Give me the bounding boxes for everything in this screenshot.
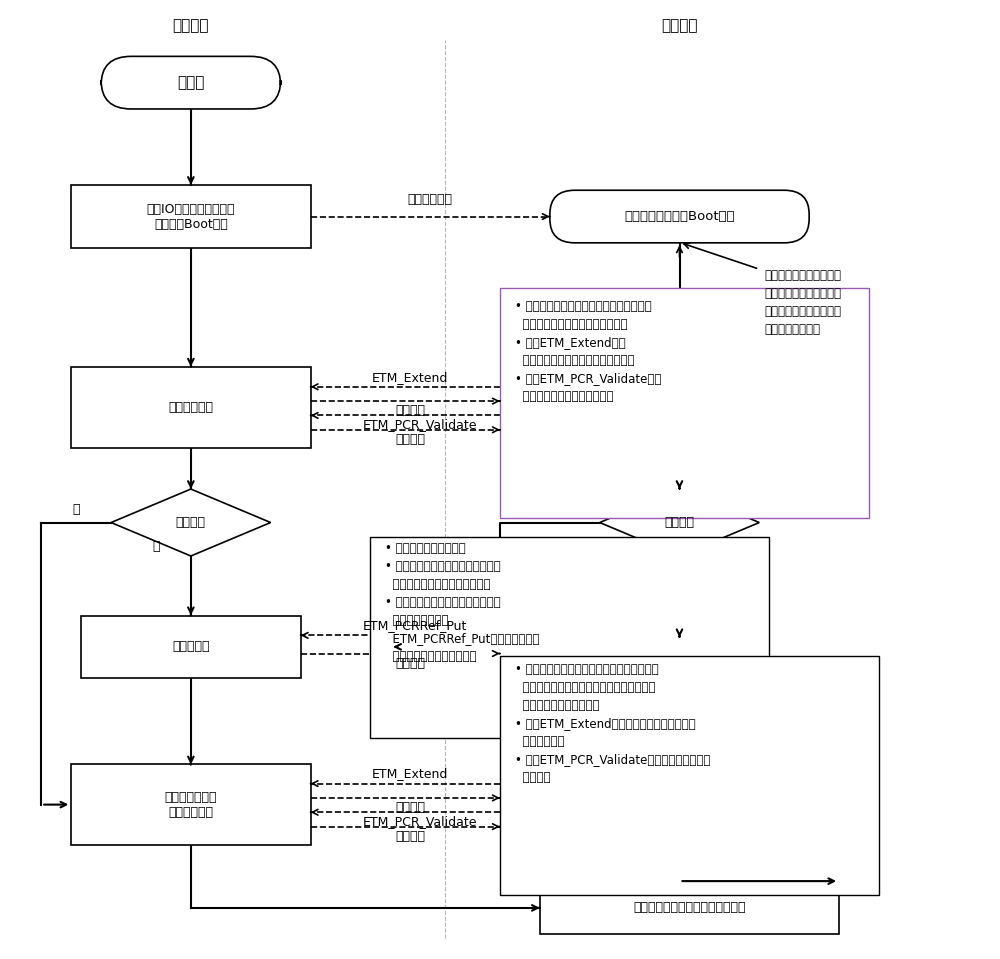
FancyBboxPatch shape (550, 190, 809, 243)
Text: 外部非易失存储器保存安
全启动模块，可以为单独
程序或加在终端启动后执
行的第一段代码中: 外部非易失存储器保存安 全启动模块，可以为单独 程序或加在终端启动后执 行的第一… (764, 269, 841, 337)
Text: 使用IO接口强制配电终端
进入外部Boot状态: 使用IO接口强制配电终端 进入外部Boot状态 (147, 202, 235, 230)
Text: ETM_Extend: ETM_Extend (372, 371, 448, 384)
FancyBboxPatch shape (500, 656, 879, 896)
FancyBboxPatch shape (101, 57, 281, 109)
Text: • 通过网络循环接收数据
• 升级子模块解析数据包，接收升级
  后的系统镜像，对系统进行升级
• 升级子模块接收升级后系统镜像的
  参数值证书，调用
  E: • 通过网络循环接收数据 • 升级子模块解析数据包，接收升级 后的系统镜像，对系… (385, 542, 540, 663)
Text: 可信芯片: 可信芯片 (173, 18, 209, 33)
Text: • 安全启动模块载入引导程序和操作系统内核
  计算完整性度量值（如无操作系统，则计算
  主程序的完整性度量值）
• 调用ETM_Extend命令将完整性度量: • 安全启动模块载入引导程序和操作系统内核 计算完整性度量值（如无操作系统，则计… (515, 663, 710, 784)
Text: N: N (680, 555, 689, 569)
Text: 配电终端进入指定Boot状态: 配电终端进入指定Boot状态 (624, 210, 735, 223)
Text: 是否升级: 是否升级 (664, 516, 694, 529)
Text: 否: 否 (72, 503, 80, 516)
Text: • 安全启动模块禁止所有中断，并初始化与
  运行相关的所有寄存器和内存空间
• 调用ETM_Extend命令
  将完整性度量后的结果扩展到芯片中
• 调用E: • 安全启动模块禁止所有中断，并初始化与 运行相关的所有寄存器和内存空间 • 调… (515, 300, 661, 403)
Text: 返回确认: 返回确认 (395, 801, 425, 814)
Text: 返回确认: 返回确认 (395, 830, 425, 843)
FancyBboxPatch shape (71, 764, 311, 845)
Text: 配电终端: 配电终端 (661, 18, 698, 33)
Text: 初始化: 初始化 (177, 75, 205, 90)
Text: ETM_PCR_Validate: ETM_PCR_Validate (363, 815, 477, 829)
Text: ETM_Extend: ETM_Extend (372, 767, 448, 781)
Text: 验证引导程序和
操作系统代码: 验证引导程序和 操作系统代码 (165, 790, 217, 819)
Text: 返回确认: 返回确认 (395, 433, 425, 446)
Text: 启动引导程序，系统正常启动状态: 启动引导程序，系统正常启动状态 (633, 901, 746, 914)
FancyBboxPatch shape (500, 289, 869, 518)
Text: 返回确认: 返回确认 (395, 657, 425, 669)
Text: ETM_PCRRef_Put: ETM_PCRRef_Put (363, 620, 467, 632)
Text: 返回确认: 返回确认 (395, 404, 425, 417)
Text: 是: 是 (152, 540, 160, 553)
FancyBboxPatch shape (370, 537, 769, 737)
FancyBboxPatch shape (540, 881, 839, 934)
FancyBboxPatch shape (81, 616, 301, 678)
Text: ETM_PCR_Validate: ETM_PCR_Validate (363, 418, 477, 432)
Text: 是否升级: 是否升级 (176, 516, 206, 529)
Polygon shape (600, 489, 759, 556)
FancyBboxPatch shape (71, 367, 311, 449)
Text: 重启配电终端: 重启配电终端 (408, 193, 453, 206)
Text: 验证启动环境: 验证启动环境 (168, 401, 213, 414)
Text: 完整性更新: 完整性更新 (172, 641, 210, 653)
FancyBboxPatch shape (71, 185, 311, 247)
Text: Y: Y (561, 503, 569, 516)
Polygon shape (111, 489, 271, 556)
